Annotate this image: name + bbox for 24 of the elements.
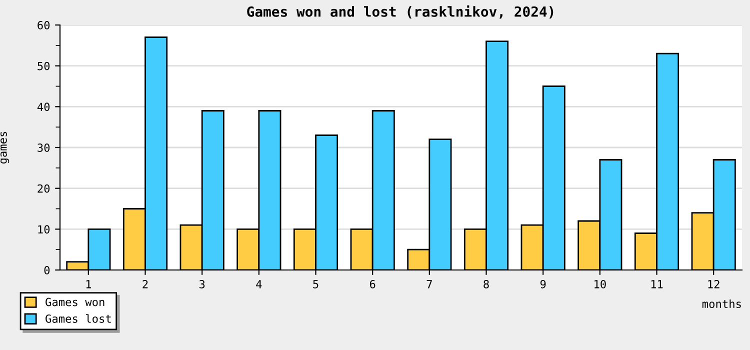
y-tick-label: 50 — [38, 62, 50, 70]
y-tick-label: 40 — [37, 102, 50, 112]
x-tick-label: 3 — [199, 280, 205, 288]
y-tick-label: 30 — [38, 144, 50, 152]
x-tick-label: 6 — [370, 280, 376, 288]
x-tick-label: 9 — [540, 280, 546, 288]
x-tick-label: 7 — [426, 280, 432, 288]
legend-label: Games lost — [46, 314, 111, 323]
x-tick-label: 10 — [594, 280, 606, 288]
y-tick-label: 10 — [38, 225, 50, 234]
x-tick-label: 12 — [708, 280, 720, 288]
y-axis-title: games — [0, 132, 10, 164]
y-tick-label: 0 — [44, 266, 50, 274]
x-tick-label: 5 — [313, 280, 318, 288]
y-tick-label: 20 — [38, 184, 50, 193]
x-axis-title: months — [702, 299, 741, 308]
x-tick-label: 2 — [142, 280, 148, 288]
chart-title: Games won and lost (rasklnikov, 2024) — [247, 5, 554, 19]
x-tick-label: 1 — [86, 280, 92, 288]
y-tick-label: 60 — [38, 21, 50, 30]
x-tick-label: 11 — [651, 280, 663, 288]
legend-label: Games won — [46, 298, 104, 306]
x-tick-label: 8 — [484, 280, 489, 288]
x-tick-label: 4 — [256, 280, 262, 288]
